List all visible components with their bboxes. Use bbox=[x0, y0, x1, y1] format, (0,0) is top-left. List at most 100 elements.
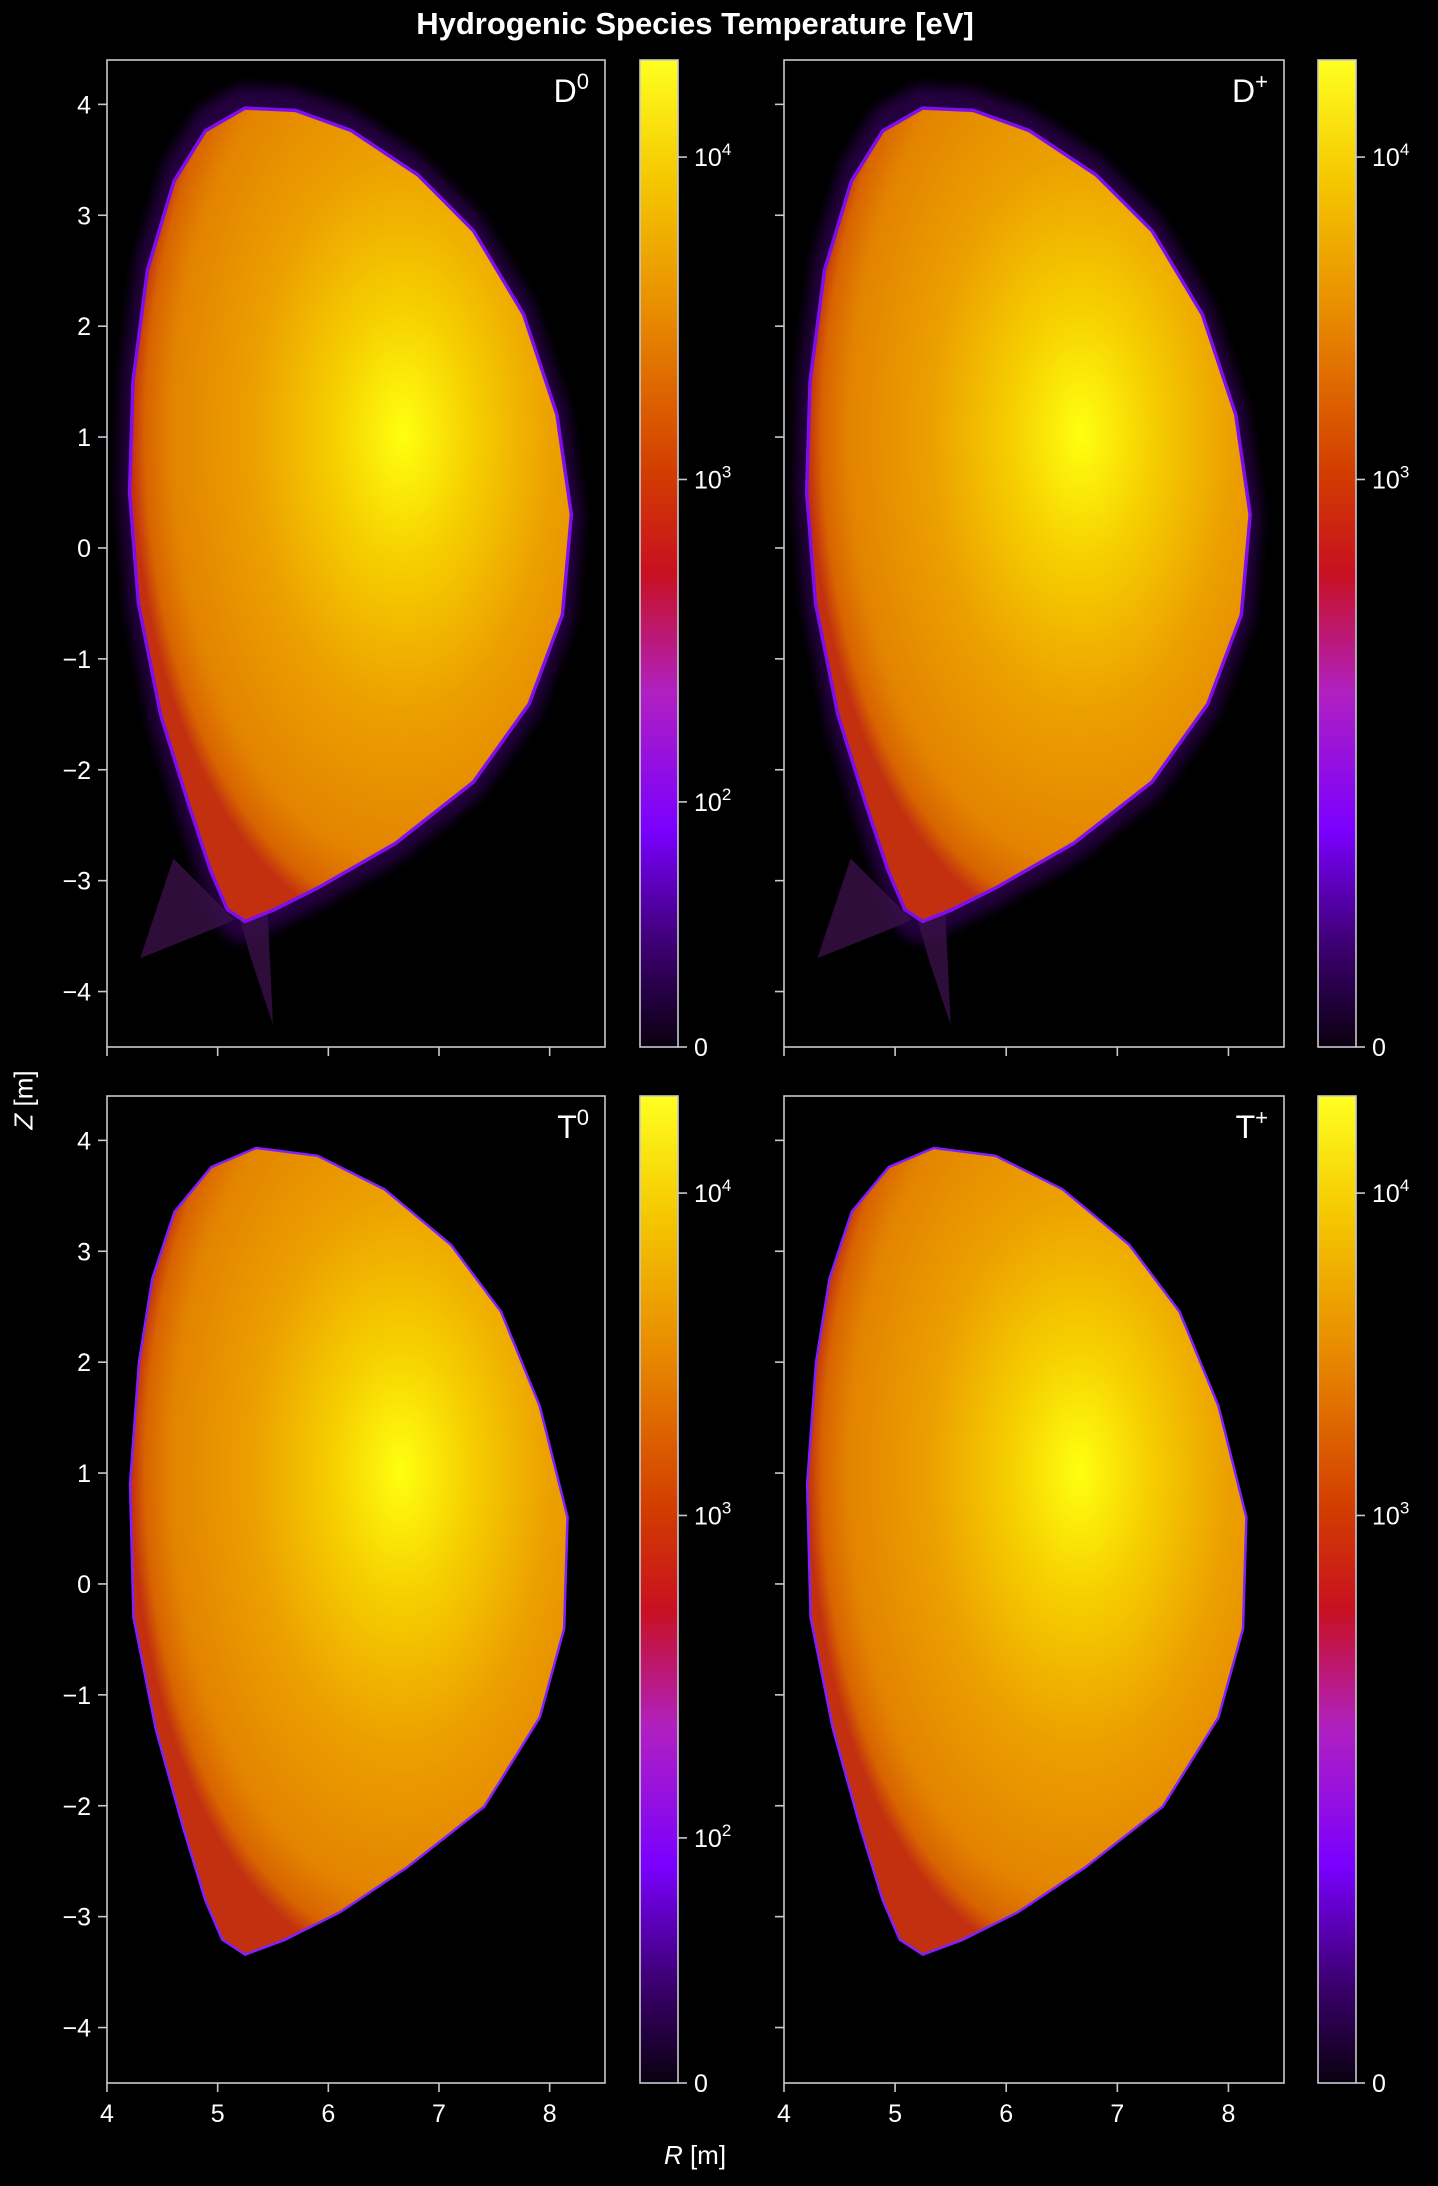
tick-exponent: 3 bbox=[1400, 1498, 1409, 1517]
divertor-leg bbox=[140, 858, 235, 959]
divertor-leg bbox=[917, 908, 951, 1025]
species-charge: 0 bbox=[577, 1105, 589, 1130]
species-symbol: D bbox=[554, 73, 577, 109]
colorbar-tick-label: 0 bbox=[1372, 2070, 1386, 2098]
tick-base: 10 bbox=[694, 1825, 722, 1853]
species-symbol: D bbox=[1232, 73, 1255, 109]
colorbar bbox=[640, 60, 678, 1047]
tick-exponent: 3 bbox=[722, 1498, 731, 1517]
y-tick-label: −1 bbox=[62, 1682, 91, 1710]
y-tick-label: −3 bbox=[62, 868, 91, 896]
tick-base: 10 bbox=[694, 466, 722, 494]
tick-base: 10 bbox=[1372, 1180, 1400, 1208]
species-label: T0 bbox=[557, 1105, 589, 1145]
y-tick-label: 2 bbox=[77, 313, 91, 341]
x-tick-label: 8 bbox=[1221, 2100, 1235, 2128]
colorbar-frame bbox=[639, 59, 679, 1048]
axes-frame bbox=[106, 1095, 606, 2084]
x-tick-label: 7 bbox=[432, 2100, 446, 2128]
species-charge: + bbox=[1255, 69, 1268, 94]
tick-exponent: 3 bbox=[722, 462, 731, 481]
colorbar-tick-label: 0 bbox=[1372, 1034, 1386, 1062]
y-tick-label: −2 bbox=[62, 757, 91, 785]
colorbar-tick-label: 103 bbox=[1372, 1498, 1409, 1530]
tick-exponent: 4 bbox=[722, 1176, 731, 1195]
colorbar bbox=[640, 1096, 678, 2083]
core-plasma bbox=[808, 109, 1249, 920]
x-tick-label: 5 bbox=[211, 2100, 225, 2128]
tick-base: 0 bbox=[694, 2070, 708, 2098]
species-label: T+ bbox=[1236, 1105, 1268, 1145]
tick-exponent: 4 bbox=[722, 140, 731, 159]
colorbar-tick-label: 104 bbox=[694, 140, 731, 172]
y-tick-label: 0 bbox=[77, 1571, 91, 1599]
x-tick-label: 4 bbox=[100, 2100, 114, 2128]
divertor-leg bbox=[817, 858, 912, 959]
x-axis-label: R [m] bbox=[640, 2140, 750, 2171]
species-charge: 0 bbox=[577, 69, 589, 94]
colorbar bbox=[1318, 60, 1356, 1047]
colorbar-frame bbox=[639, 1095, 679, 2084]
x-axis-unit: [m] bbox=[689, 2140, 727, 2170]
tick-exponent: 4 bbox=[1400, 140, 1409, 159]
axes-frame bbox=[783, 59, 1285, 1048]
tick-base: 10 bbox=[1372, 1502, 1400, 1530]
x-tick-label: 8 bbox=[543, 2100, 557, 2128]
tick-base: 0 bbox=[1372, 1034, 1386, 1062]
tick-exponent: 4 bbox=[1400, 1176, 1409, 1195]
tick-base: 10 bbox=[694, 1180, 722, 1208]
tick-exponent: 2 bbox=[722, 1821, 731, 1840]
core-plasma bbox=[131, 1149, 567, 1954]
species-charge: + bbox=[1255, 1105, 1268, 1130]
figure-title: Hydrogenic Species Temperature [eV] bbox=[416, 6, 974, 41]
axes-frame bbox=[106, 59, 606, 1048]
tick-base: 10 bbox=[694, 1502, 722, 1530]
x-tick-label: 6 bbox=[999, 2100, 1013, 2128]
colorbar-tick-label: 104 bbox=[1372, 1176, 1409, 1208]
y-tick-label: 1 bbox=[77, 424, 91, 452]
x-tick-label: 7 bbox=[1110, 2100, 1124, 2128]
colorbar bbox=[1318, 1096, 1356, 2083]
colorbar-tick-label: 103 bbox=[694, 462, 731, 494]
y-tick-label: 3 bbox=[77, 202, 91, 230]
y-tick-label: −4 bbox=[62, 2015, 91, 2043]
tick-base: 10 bbox=[694, 144, 722, 172]
colorbar-tick-label: 102 bbox=[694, 785, 731, 817]
axes-frame bbox=[783, 1095, 1285, 2084]
y-tick-label: −4 bbox=[62, 979, 91, 1007]
colorbar-tick-label: 103 bbox=[694, 1498, 731, 1530]
species-symbol: T bbox=[1236, 1109, 1256, 1145]
y-tick-label: 2 bbox=[77, 1349, 91, 1377]
tick-base: 10 bbox=[1372, 144, 1400, 172]
x-tick-label: 5 bbox=[888, 2100, 902, 2128]
species-label: D+ bbox=[1232, 69, 1268, 109]
colorbar-frame bbox=[1317, 59, 1357, 1048]
core-plasma bbox=[131, 109, 570, 920]
colorbar-tick-label: 0 bbox=[694, 1034, 708, 1062]
colorbar-tick-label: 104 bbox=[694, 1176, 731, 1208]
tick-exponent: 3 bbox=[1400, 462, 1409, 481]
colorbar-tick-label: 102 bbox=[694, 1821, 731, 1853]
y-tick-label: 1 bbox=[77, 1460, 91, 1488]
tick-exponent: 2 bbox=[722, 785, 731, 804]
divertor-leg bbox=[239, 908, 273, 1025]
tick-base: 0 bbox=[1372, 2070, 1386, 2098]
y-tick-label: 4 bbox=[77, 91, 91, 119]
x-tick-label: 6 bbox=[321, 2100, 335, 2128]
core-plasma bbox=[808, 1149, 1246, 1954]
species-label: D0 bbox=[554, 69, 589, 109]
species-symbol: T bbox=[557, 1109, 577, 1145]
y-tick-label: −3 bbox=[62, 1904, 91, 1932]
y-tick-label: 3 bbox=[77, 1238, 91, 1266]
x-tick-label: 4 bbox=[777, 2100, 791, 2128]
colorbar-tick-label: 104 bbox=[1372, 140, 1409, 172]
y-tick-label: −1 bbox=[62, 646, 91, 674]
colorbar-frame bbox=[1317, 1095, 1357, 2084]
y-tick-label: −2 bbox=[62, 1793, 91, 1821]
tick-base: 0 bbox=[694, 1034, 708, 1062]
